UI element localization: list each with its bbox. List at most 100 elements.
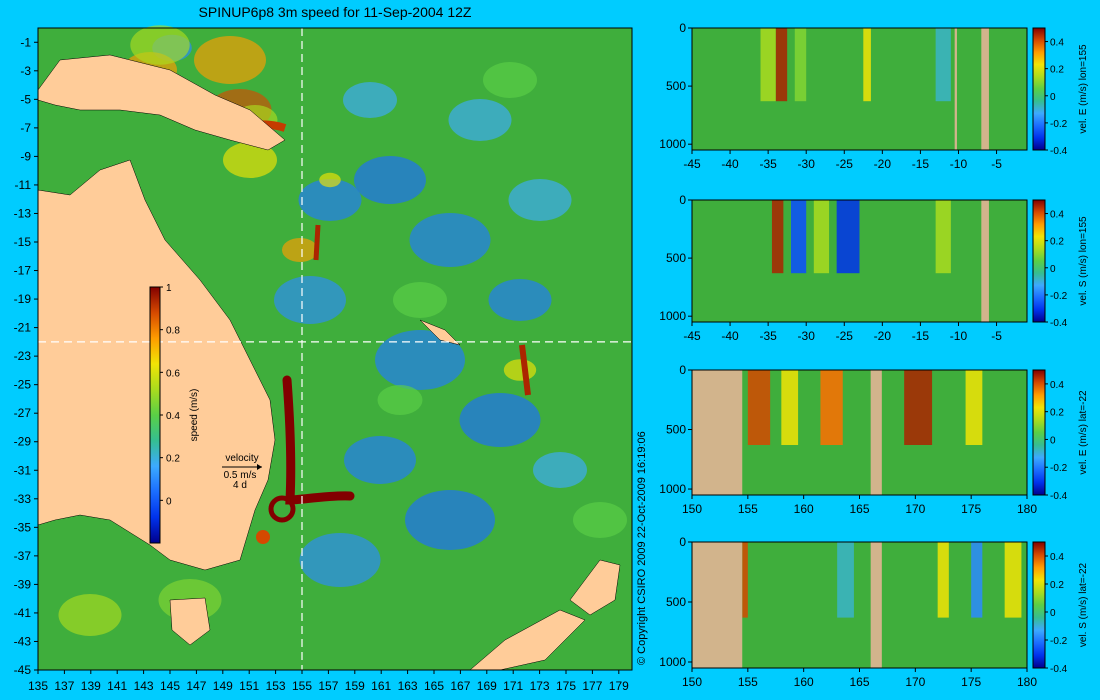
colorbar-tick-label: 0.4 [1050,210,1064,221]
y-tick-label: 0 [679,535,686,549]
y-tick-label: 500 [666,595,686,609]
x-tick-label: 180 [1017,502,1037,516]
colorbar-tick-label: 0.2 [1050,237,1064,248]
x-tick-label: -40 [721,157,739,171]
colorbar-tick-label: -0.2 [1050,636,1068,647]
colorbar-tick-label: -0.4 [1050,664,1068,675]
section-panel-3: 150 155 160 165 170 175 180 0 500 1000 0.4 0.2 0 -0.2… [659,363,1089,516]
section-velocity-band [836,200,860,274]
speed-patch [299,533,381,587]
x-tick-label: 135 [28,679,48,693]
section-velocity-band [904,370,933,445]
x-tick-label: -40 [721,329,739,343]
x-tick-label: 160 [794,675,814,689]
speed-patch [375,330,465,390]
speed-patch [573,502,627,538]
section-colorbar [1032,369,1046,496]
speed-patch [508,179,572,221]
section-land [692,370,743,495]
colorbar-tick-label: -0.2 [1050,291,1068,302]
chart-title: SPINUP6p8 3m speed for 11-Sep-2004 12Z [198,4,472,20]
x-tick-label: 143 [134,679,154,693]
x-tick-label: 153 [266,679,286,693]
colorbar-label: speed (m/s) [189,389,200,442]
x-tick-label: 159 [345,679,365,693]
colorbar-tick-label: 0 [1050,92,1056,103]
y-tick-label: -11 [15,178,32,192]
y-tick-label: -7 [20,121,31,135]
x-tick-label: 155 [738,675,758,689]
colorbar-tick-label: 0.2 [166,454,180,465]
speed-patch [483,62,537,98]
colorbar-tick-label: -0.4 [1050,318,1068,329]
x-tick-label: 175 [556,679,576,693]
speed-patch [274,276,346,324]
speed-patch [448,99,512,141]
speed-patch [130,25,190,65]
x-tick-label: 170 [905,502,925,516]
section-frame [691,199,1028,323]
x-tick-label: -25 [836,157,854,171]
x-tick-label: 170 [905,675,925,689]
colorbar-tick-label: 0.6 [166,368,180,379]
x-tick-label: -30 [798,329,816,343]
x-tick-label: 147 [186,679,206,693]
section-land [870,542,882,668]
x-tick-label: 145 [160,679,180,693]
new-zealand-north [569,559,621,616]
speed-patch [58,594,122,636]
vector-legend-arrowhead [257,464,262,470]
section-velocity-band [820,370,843,445]
colorbar-tick-label: -0.2 [1050,119,1068,130]
colorbar-tick-label: 0 [1050,608,1056,619]
y-tick-label: 500 [666,79,686,93]
y-tick-label: 0 [679,21,686,35]
x-tick-label: 179 [609,679,629,693]
eddy [268,495,296,523]
y-tick-label: -43 [14,634,32,648]
x-tick-label: 165 [849,675,869,689]
y-tick-label: 1000 [659,482,686,496]
section-colorbar [1032,199,1046,323]
colorbar-tick-label: 0.2 [1050,65,1064,76]
y-tick-label: -17 [14,264,32,278]
section-land [870,370,882,495]
y-tick-label: 1000 [659,655,686,669]
speed-patch [405,490,495,550]
colorbar-tick-label: 1 [166,283,172,294]
speed-patch [488,279,552,321]
x-tick-label: 137 [54,679,74,693]
x-tick-label: 175 [961,502,981,516]
colorbar-label: vel. E (m/s) lon=155 [1078,44,1089,134]
vector-legend-duration: 4 d [233,480,247,491]
colorbar-tick-label: 0.4 [166,411,180,422]
section-velocity-band [971,542,983,618]
x-tick-label: -35 [759,157,777,171]
section-velocity-band [1004,542,1022,618]
section-field [692,28,1027,150]
colorbar-tick-label: 0 [1050,264,1056,275]
x-tick-label: -5 [991,329,1002,343]
eddy [256,530,270,544]
y-tick-label: -37 [14,549,32,563]
current-jet [282,375,355,505]
speed-patch [282,238,318,262]
section-velocity-band [771,200,784,274]
new-guinea [37,54,286,151]
section-land [981,200,989,322]
map-frame [37,27,633,671]
x-tick-label: 139 [81,679,101,693]
x-tick-label: -30 [798,157,816,171]
speed-patch [343,82,397,118]
section-velocity-band [937,542,949,618]
colorbar-label: vel. E (m/s) lat=-22 [1078,390,1089,475]
x-tick-label: 163 [398,679,418,693]
y-tick-label: 0 [679,193,686,207]
section-panel-2: -45 -40 -35 -30 -25 -20 -15 -10 -5 0 500 1000 0.4 0.2… [659,193,1089,343]
section-velocity-band [760,28,776,102]
x-tick-label: 180 [1017,675,1037,689]
section-panel-1: -45 -40 -35 -30 -25 -20 -15 -10 -5 0 500 1000 0.4 0.2… [659,21,1089,171]
colorbar-tick-label: -0.2 [1050,463,1068,474]
tasmania [169,597,211,646]
